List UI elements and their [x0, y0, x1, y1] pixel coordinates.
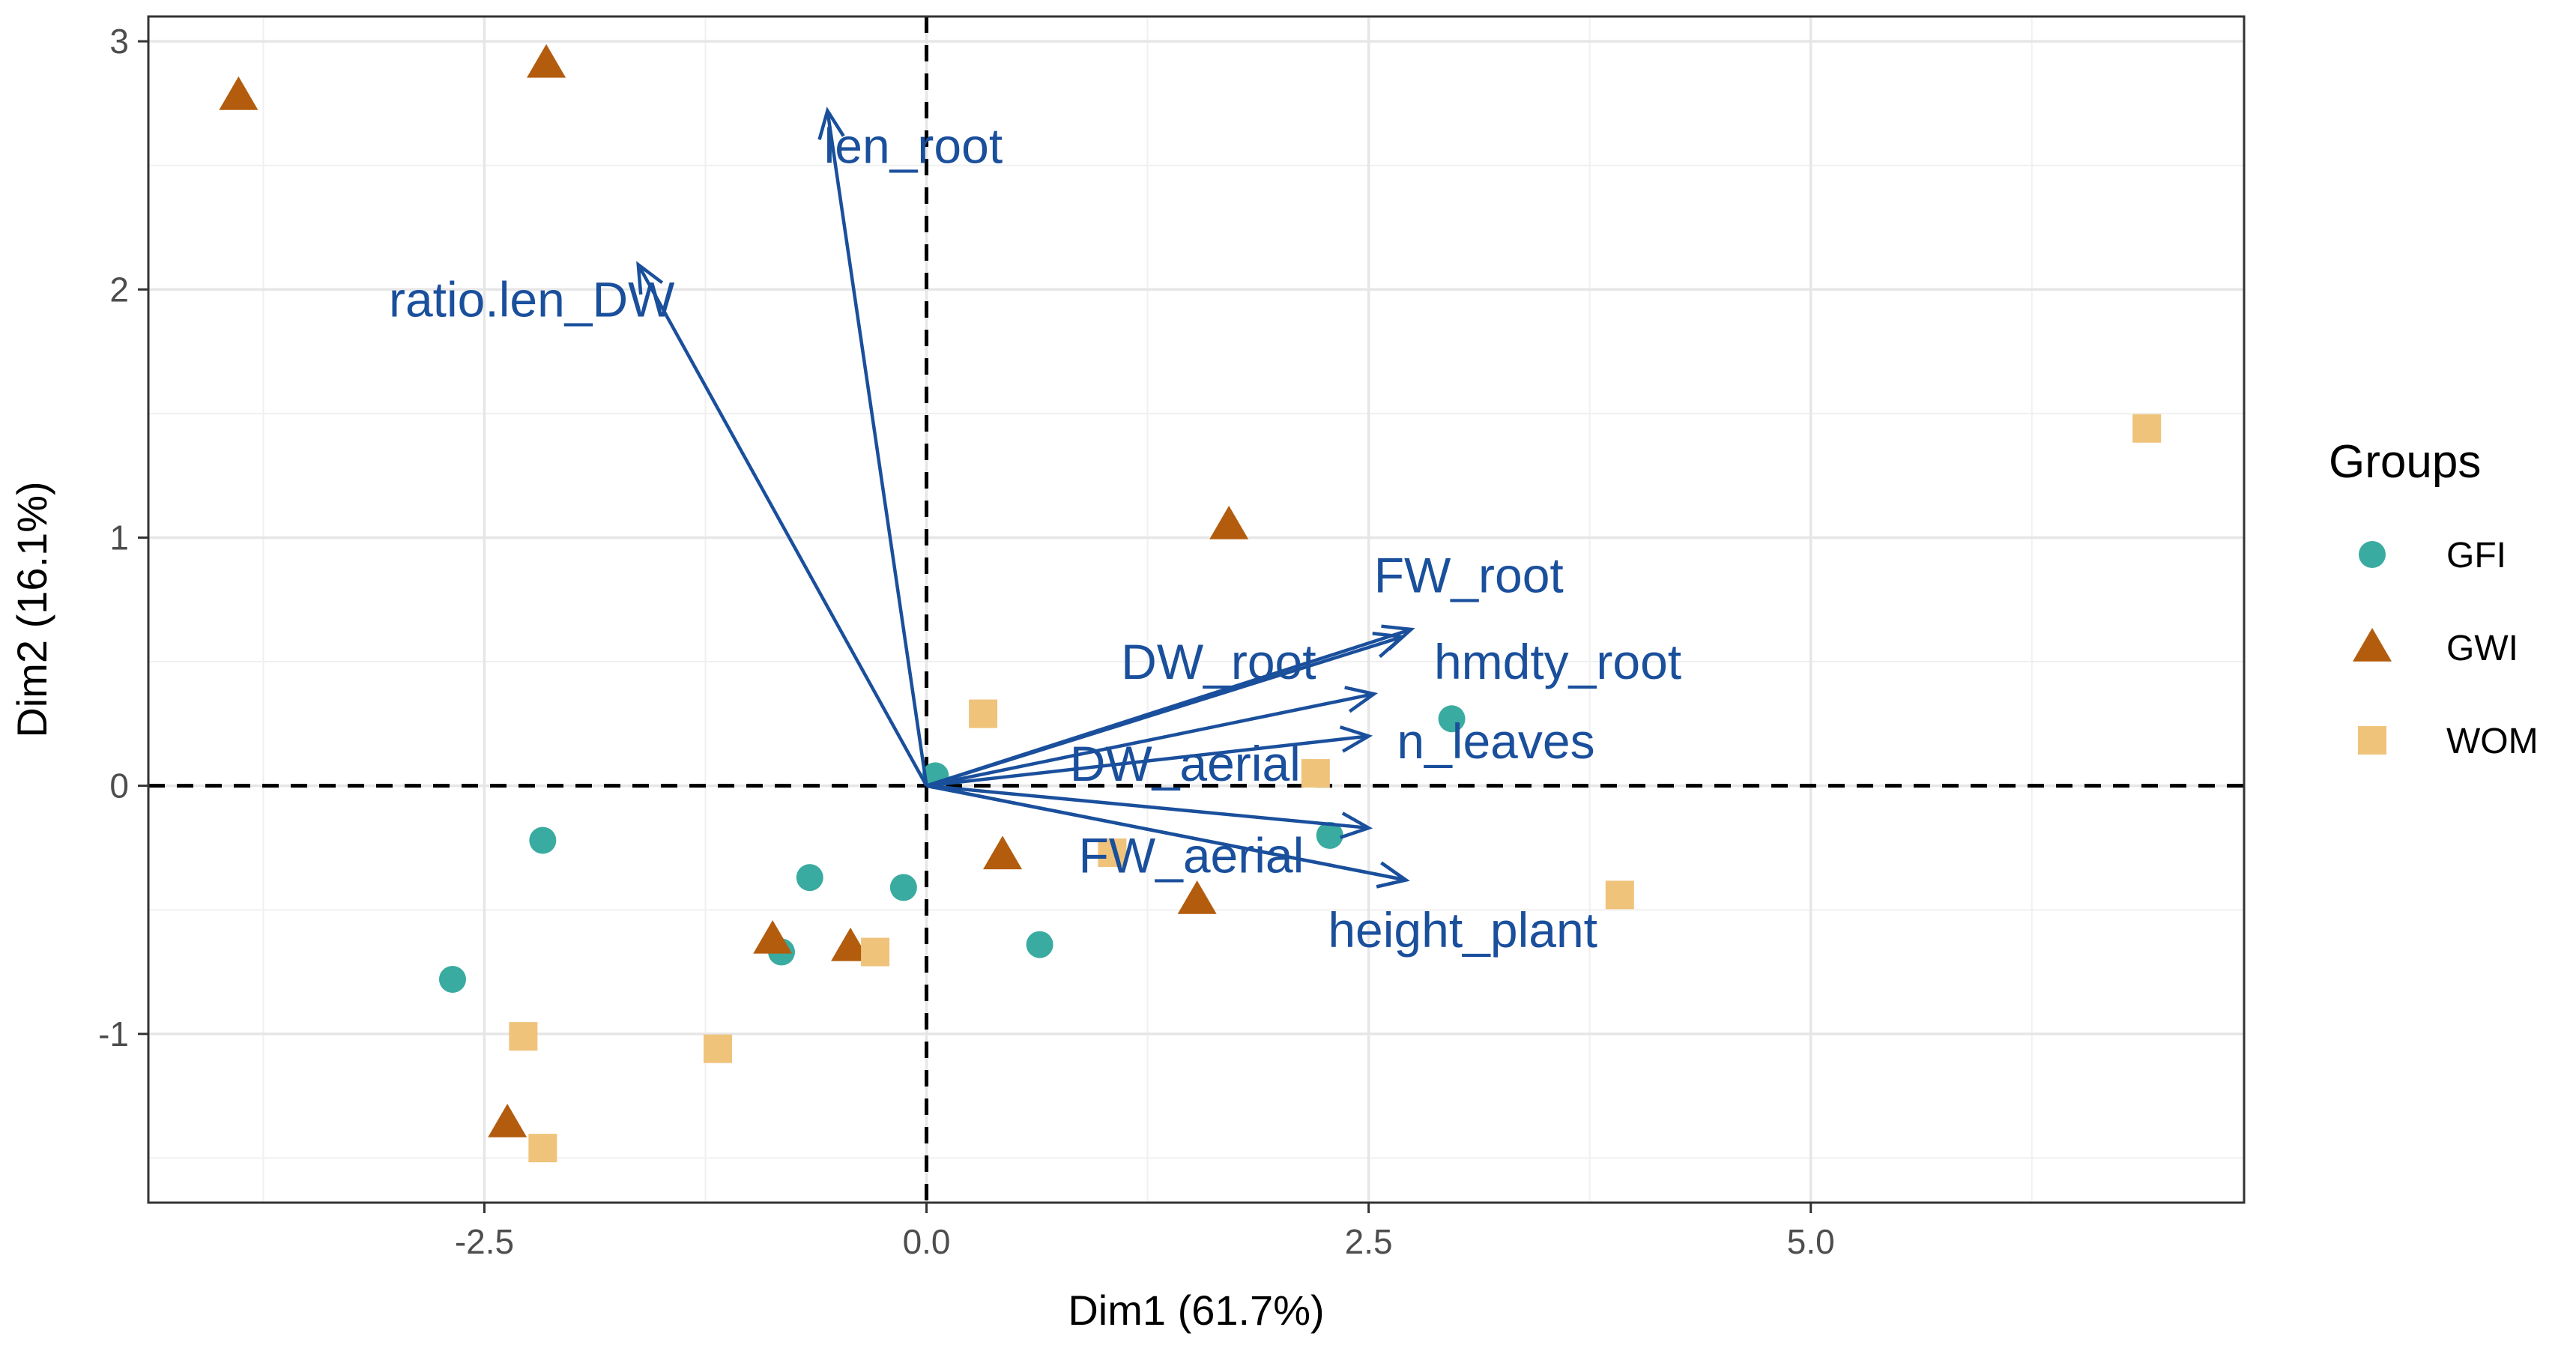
- legend-key-circle: [2359, 541, 2386, 568]
- arrow-shaft: [926, 784, 1406, 882]
- arrow-head: [1376, 861, 1410, 889]
- arrow-DW_aerial: [926, 784, 1373, 839]
- legend-entry-gwi: GWI: [2353, 628, 2518, 668]
- data-point-gfi: [1026, 931, 1053, 958]
- data-point-gwi: [983, 835, 1023, 870]
- data-point-wom: [704, 1034, 733, 1063]
- y-tick-label: 0: [109, 767, 129, 806]
- x-tick-label: 0.0: [903, 1222, 951, 1261]
- data-point-gwi: [219, 76, 258, 110]
- legend-key-triangle: [2353, 628, 2392, 662]
- data-point-wom: [969, 699, 998, 728]
- arrow-head: [1344, 686, 1379, 713]
- data-point-wom: [528, 1134, 557, 1163]
- arrow-shaft: [925, 635, 1403, 788]
- x-tick-label: -2.5: [455, 1222, 514, 1261]
- data-point-gwi: [753, 919, 793, 954]
- arrow-height_plant: [926, 784, 1410, 889]
- data-point-wom: [2132, 414, 2162, 443]
- data-point-gfi: [529, 826, 557, 854]
- arrow-ratio.len_DW: [636, 261, 928, 787]
- variable-labels: len_root ratio.len_DW FW_root DW_root hmdty_…: [389, 118, 1681, 958]
- y-tick-label: 2: [109, 270, 129, 309]
- data-point-gwi: [1177, 880, 1217, 914]
- arrow-head: [817, 106, 845, 140]
- variable-label-len_root: len_root: [824, 118, 1003, 173]
- data-point-wom: [1301, 759, 1330, 788]
- legend-label: GWI: [2446, 629, 2518, 668]
- arrow-shaft: [636, 264, 928, 787]
- y-axis-title: Dim2 (16.1%): [8, 481, 55, 737]
- data-point-gfi: [796, 864, 823, 892]
- legend-title: Groups: [2329, 436, 2481, 488]
- variable-label-height_plant: height_plant: [1328, 902, 1597, 958]
- variable-label-DW_root: DW_root: [1121, 634, 1316, 689]
- legend-entry-gfi: GFI: [2359, 536, 2506, 575]
- arrow-n_leaves: [926, 725, 1373, 788]
- data-point-gwi: [527, 43, 566, 78]
- arrow-head: [1372, 632, 1406, 659]
- legend-label: GFI: [2446, 536, 2506, 575]
- variable-label-n_leaves: n_leaves: [1397, 713, 1594, 769]
- arrow-len_root: [817, 106, 928, 786]
- arrow-shaft: [926, 692, 1375, 788]
- arrow-hmdty_root: [926, 686, 1379, 788]
- variable-arrows: [636, 106, 1415, 889]
- arrow-shaft: [926, 784, 1369, 830]
- zero-reference-lines: [148, 16, 2244, 1203]
- variable-label-FW_root: FW_root: [1374, 547, 1564, 602]
- arrow-shaft: [826, 110, 928, 786]
- arrow-head: [1340, 812, 1373, 839]
- variable-label-ratio.len_DW: ratio.len_DW: [389, 272, 675, 327]
- legend: Groups GFI GWI WOM: [2329, 436, 2539, 761]
- y-axis-ticks: -1 0 1 2 3: [98, 22, 148, 1054]
- variable-label-hmdty_root: hmdty_root: [1434, 634, 1681, 689]
- y-tick-label: 3: [109, 22, 129, 61]
- legend-entries: GFI GWI WOM: [2353, 536, 2539, 761]
- data-point-gfi: [438, 965, 466, 993]
- grid-lines: [148, 16, 2244, 1203]
- data-point-gfi: [1438, 705, 1466, 733]
- data-point-gwi: [831, 927, 871, 961]
- legend-entry-wom: WOM: [2358, 722, 2539, 761]
- data-point-wom: [509, 1022, 538, 1051]
- arrow-shaft: [926, 734, 1369, 788]
- x-axis-ticks: -2.5 0.0 2.5 5.0: [455, 1203, 1835, 1261]
- y-tick-label: 1: [109, 518, 129, 557]
- data-point-gfi: [889, 874, 917, 901]
- variable-label-FW_aerial: FW_aerial: [1079, 828, 1304, 883]
- data-point-wom: [1605, 880, 1634, 910]
- data-point-wom: [861, 937, 890, 967]
- data-points: [219, 43, 2162, 1163]
- y-tick-label: -1: [98, 1015, 129, 1054]
- arrow-head: [636, 261, 664, 295]
- legend-key-square: [2358, 726, 2386, 755]
- arrow-DW_root: [925, 632, 1406, 788]
- data-point-gwi: [488, 1104, 527, 1137]
- data-point-gwi: [1209, 505, 1249, 540]
- x-tick-label: 5.0: [1787, 1222, 1835, 1261]
- plot-panel-border: [147, 15, 2246, 1204]
- x-tick-label: 2.5: [1345, 1222, 1393, 1261]
- x-axis-title: Dim1 (61.7%): [1068, 1287, 1324, 1334]
- arrow-head: [1339, 725, 1373, 753]
- data-point-gfi: [1316, 821, 1343, 849]
- data-point-wom: [1098, 838, 1127, 868]
- legend-label: WOM: [2446, 722, 2539, 761]
- variable-label-DW_aerial: DW_aerial: [1070, 736, 1301, 791]
